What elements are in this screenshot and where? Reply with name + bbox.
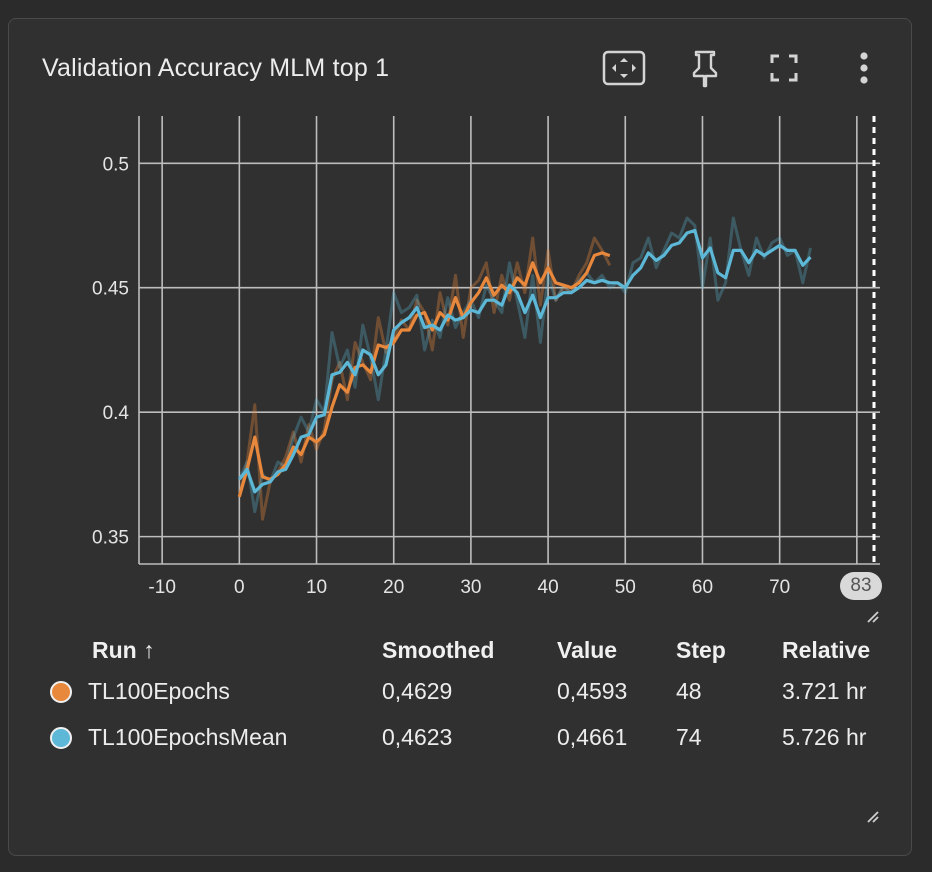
chart-grid — [139, 116, 880, 564]
step-marker-badge[interactable]: 83 — [840, 572, 882, 600]
chart-card — [8, 18, 912, 856]
step-value: 74 — [676, 723, 702, 750]
relative-time: 3.721 hr — [782, 677, 867, 704]
y-tick-label: 0.5 — [103, 154, 129, 175]
pin-icon — [692, 50, 718, 88]
x-tick-label: 70 — [769, 577, 790, 598]
x-tick-label: 30 — [460, 577, 481, 598]
line-chart[interactable]: -10010203040506070800.350.40.450.5 — [0, 0, 932, 620]
table-header-row: Run ↑ Smoothed Value Step Relative — [50, 632, 912, 668]
run-color-dot[interactable] — [50, 681, 72, 704]
x-tick-label: 0 — [234, 577, 245, 598]
header-run[interactable]: Run ↑ — [92, 636, 155, 663]
fullscreen-icon — [770, 54, 798, 82]
header-value: Value — [557, 636, 618, 663]
step-value: 48 — [676, 677, 702, 704]
raw-series-line — [237, 216, 812, 514]
table-row[interactable]: TL100Epochs 0,4629 0,4593 48 3.721 hr — [50, 668, 912, 714]
resize-handle-icon[interactable] — [864, 808, 880, 824]
x-tick-label: 20 — [383, 577, 404, 598]
smoothed-value: 0,4629 — [382, 677, 453, 704]
smoothed-series-line — [238, 228, 812, 494]
y-tick-label: 0.4 — [103, 403, 130, 424]
fit-domain-button[interactable] — [602, 48, 646, 88]
header-relative: Relative — [782, 636, 871, 663]
chart-title: Validation Accuracy MLM top 1 — [42, 54, 390, 82]
raw-value: 0,4593 — [557, 677, 628, 704]
table-row[interactable]: TL100EpochsMean 0,4623 0,4661 74 5.726 h… — [50, 714, 912, 760]
run-name: TL100Epochs — [88, 677, 230, 704]
fit-domain-icon — [602, 50, 646, 86]
header-smoothed: Smoothed — [382, 636, 495, 663]
more-vert-icon — [860, 52, 868, 84]
x-tick-label: 60 — [692, 577, 713, 598]
relative-time: 5.726 hr — [782, 723, 867, 750]
chart-axes — [138, 116, 880, 565]
x-tick-label: 10 — [306, 577, 327, 598]
x-tick-label: -10 — [148, 577, 175, 598]
chart-tick-labels: -10010203040506070800.350.40.450.5 — [92, 154, 867, 598]
resize-handle-icon[interactable] — [864, 608, 880, 624]
smoothed-value: 0,4623 — [382, 723, 453, 750]
run-name: TL100EpochsMean — [88, 723, 288, 750]
raw-value: 0,4661 — [557, 723, 628, 750]
runs-table: Run ↑ Smoothed Value Step Relative TL100… — [50, 632, 912, 760]
fullscreen-button[interactable] — [762, 48, 806, 88]
header-step: Step — [676, 636, 726, 663]
pin-button[interactable] — [683, 48, 727, 88]
y-tick-label: 0.45 — [92, 279, 129, 300]
x-tick-label: 40 — [538, 577, 559, 598]
x-tick-label: 50 — [615, 577, 636, 598]
chart-series — [237, 216, 812, 521]
run-color-dot[interactable] — [50, 727, 72, 750]
smoothed-series-line — [237, 251, 611, 498]
y-tick-label: 0.35 — [92, 528, 129, 549]
more-options-button[interactable] — [842, 48, 886, 88]
